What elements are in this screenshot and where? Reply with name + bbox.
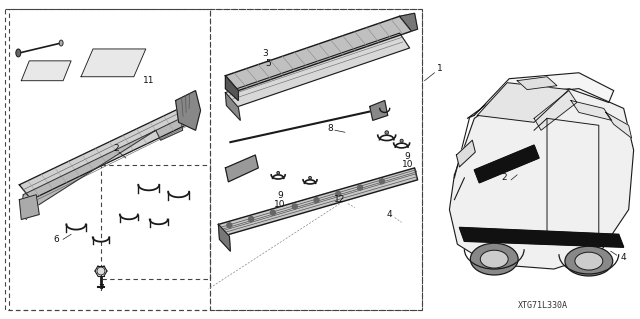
Polygon shape [534, 91, 577, 130]
Polygon shape [19, 195, 39, 219]
Text: XTG71L330A: XTG71L330A [518, 301, 568, 310]
Polygon shape [19, 106, 196, 200]
Polygon shape [225, 93, 241, 120]
Polygon shape [225, 76, 238, 100]
Ellipse shape [470, 243, 518, 275]
Text: 10: 10 [275, 200, 286, 209]
Ellipse shape [575, 252, 603, 270]
Bar [211, 9, 422, 310]
Polygon shape [467, 73, 614, 118]
Text: 6: 6 [53, 235, 59, 244]
Bar [10, 9, 211, 310]
Polygon shape [81, 49, 146, 77]
Circle shape [97, 267, 105, 275]
Circle shape [271, 210, 275, 215]
Polygon shape [399, 13, 417, 31]
Circle shape [249, 217, 253, 221]
Text: 2: 2 [113, 144, 118, 152]
Circle shape [227, 223, 232, 228]
Polygon shape [225, 33, 410, 108]
Circle shape [385, 131, 388, 134]
Text: 4: 4 [621, 253, 627, 262]
Text: 9: 9 [404, 152, 410, 160]
Polygon shape [218, 225, 230, 251]
Polygon shape [460, 227, 623, 247]
Polygon shape [456, 140, 476, 167]
Text: 1: 1 [436, 64, 442, 73]
Ellipse shape [480, 250, 508, 268]
Polygon shape [218, 168, 417, 236]
Circle shape [358, 185, 363, 190]
Circle shape [380, 179, 385, 184]
Circle shape [276, 171, 280, 174]
Polygon shape [449, 89, 634, 269]
Polygon shape [225, 155, 259, 182]
Text: 8: 8 [327, 124, 333, 133]
Ellipse shape [59, 40, 63, 46]
Polygon shape [225, 16, 412, 91]
Circle shape [400, 139, 403, 142]
Circle shape [308, 176, 312, 179]
Polygon shape [21, 118, 182, 219]
Text: 5: 5 [266, 59, 271, 68]
Polygon shape [605, 112, 632, 138]
Polygon shape [370, 100, 388, 120]
Text: 2: 2 [501, 173, 507, 182]
Polygon shape [517, 77, 557, 90]
Polygon shape [477, 83, 569, 122]
Text: 7: 7 [98, 284, 104, 293]
Text: 10: 10 [402, 160, 413, 169]
Text: 3: 3 [262, 49, 268, 58]
Text: 12: 12 [334, 195, 346, 204]
Text: 4: 4 [387, 210, 392, 219]
Circle shape [314, 198, 319, 203]
Bar [101, 165, 211, 279]
Ellipse shape [565, 246, 612, 276]
Ellipse shape [16, 49, 21, 57]
Polygon shape [474, 145, 539, 183]
Circle shape [292, 204, 297, 209]
Text: 9: 9 [277, 191, 283, 200]
Bar [5, 9, 422, 310]
Polygon shape [175, 91, 200, 130]
Circle shape [336, 191, 340, 196]
Text: 11: 11 [143, 76, 154, 85]
Polygon shape [21, 61, 71, 81]
Polygon shape [571, 100, 612, 120]
